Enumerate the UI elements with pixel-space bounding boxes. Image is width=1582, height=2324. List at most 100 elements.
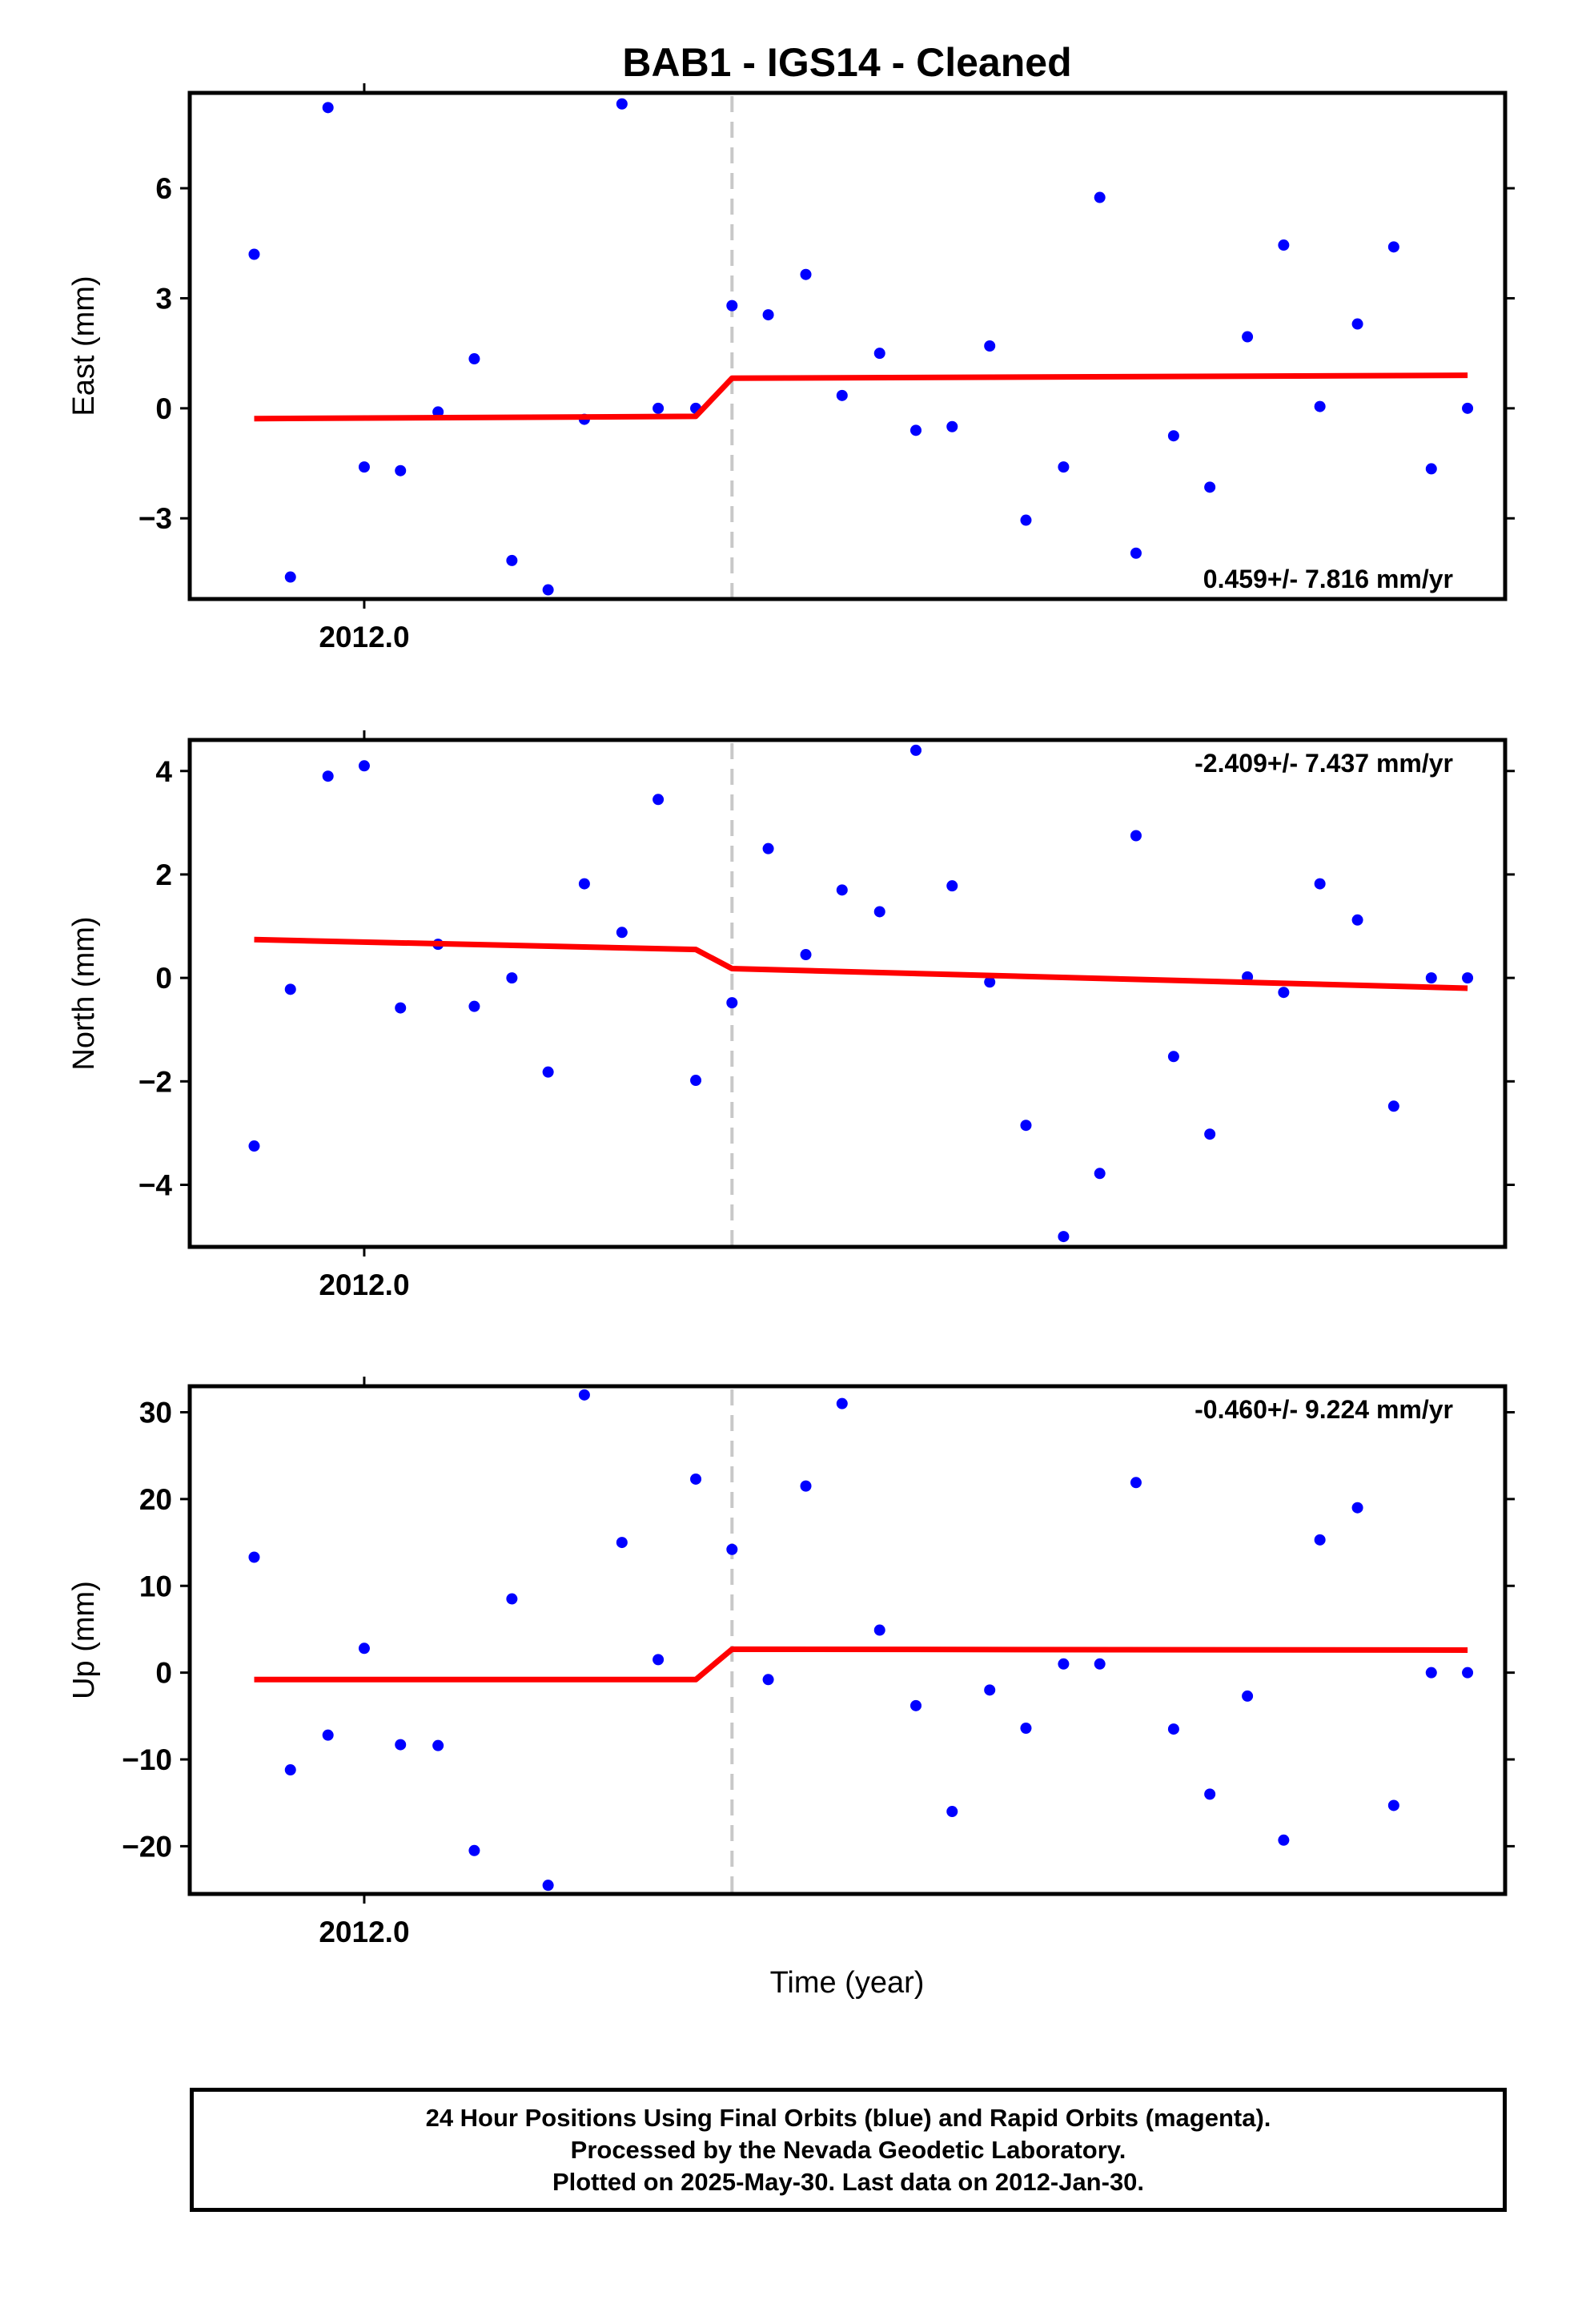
up-data-point: [652, 1654, 665, 1666]
north-rate-label: -2.409+/- 7.437 mm/yr: [1195, 749, 1453, 778]
east-data-point: [1020, 514, 1032, 526]
east-data-point: [726, 300, 738, 312]
north-data-point: [1278, 987, 1290, 999]
up-data-point: [800, 1480, 812, 1492]
up-data-point: [578, 1389, 590, 1401]
north-data-point: [1462, 972, 1474, 984]
north-data-point: [542, 1066, 554, 1078]
east-data-point: [248, 248, 260, 260]
up-ytick-label: −10: [122, 1743, 172, 1776]
east-data-point: [358, 461, 370, 473]
footer-line-3: Plotted on 2025-May-30. Last data on 201…: [552, 2167, 1145, 2196]
north-ytick-label: −2: [139, 1065, 172, 1098]
east-data-point: [652, 402, 665, 414]
up-data-point: [1278, 1834, 1290, 1846]
up-data-point: [836, 1397, 848, 1409]
footer-note: 24 Hour Positions Using Final Orbits (bl…: [190, 2088, 1507, 2212]
north-data-point: [762, 842, 774, 854]
up-data-point: [395, 1739, 407, 1751]
north-data-point: [1351, 914, 1363, 926]
up-data-point: [358, 1642, 370, 1655]
east-rate-label: 0.459+/- 7.816 mm/yr: [1203, 565, 1453, 593]
north-y-axis-label: North (mm): [67, 916, 101, 1070]
east-data-point: [432, 406, 444, 418]
up-data-point: [946, 1806, 958, 1818]
east-ytick-label: 0: [155, 392, 172, 425]
east-data-point: [506, 554, 518, 566]
east-data-point: [616, 98, 628, 110]
north-ytick-label: 0: [155, 962, 172, 995]
east-data-point: [542, 584, 554, 596]
east-data-point: [1058, 461, 1070, 473]
north-data-point: [616, 927, 628, 939]
up-ytick-label: −20: [122, 1830, 172, 1863]
east-data-point: [1204, 481, 1216, 493]
up-data-point: [616, 1537, 628, 1549]
up-data-point: [1167, 1723, 1179, 1735]
east-data-point: [910, 424, 922, 436]
north-data-point: [1204, 1128, 1216, 1140]
up-ytick-label: 30: [139, 1397, 172, 1429]
north-data-point: [1314, 878, 1326, 890]
east-data-point: [1351, 318, 1363, 330]
up-data-point: [762, 1674, 774, 1686]
up-data-point: [248, 1551, 260, 1563]
east-data-point: [468, 353, 480, 365]
north-data-point: [1167, 1051, 1179, 1063]
up-data-point: [1130, 1477, 1142, 1489]
east-data-point: [873, 348, 885, 360]
east-plot-frame: [187, 90, 1508, 601]
east-ytick-label: 3: [155, 282, 172, 315]
north-data-point: [578, 878, 590, 890]
north-data-point: [652, 794, 665, 806]
up-data-point: [468, 1844, 480, 1856]
footer-line-1: 24 Hour Positions Using Final Orbits (bl…: [425, 2103, 1271, 2132]
north-data-point: [358, 760, 370, 772]
east-data-point: [946, 420, 958, 432]
x-axis-label: Time (year): [770, 1966, 925, 2000]
north-data-point: [984, 976, 996, 988]
up-panel: −20 −10 0 10 20 30 2012.0 Up (mm) -0.460+/- 9.22…: [67, 1377, 1515, 1948]
up-xtick-label: 2012.0: [319, 1916, 409, 1948]
east-data-point: [1167, 430, 1179, 442]
up-data-point: [1094, 1658, 1106, 1670]
footer-line-2: Processed by the Nevada Geodetic Laborat…: [570, 2135, 1126, 2164]
up-data-point: [984, 1684, 996, 1696]
east-data-point: [322, 102, 334, 114]
up-data-point: [690, 1473, 702, 1485]
north-data-point: [1058, 1231, 1070, 1243]
up-data-point: [910, 1699, 922, 1711]
north-data-point: [836, 884, 848, 896]
north-data-point: [946, 880, 958, 892]
north-data-point: [284, 983, 296, 995]
north-fit-line: [254, 936, 1468, 991]
east-data-point: [1130, 547, 1142, 559]
north-data-point: [873, 906, 885, 918]
north-data-point: [800, 949, 812, 961]
north-data-point: [1425, 972, 1437, 984]
north-data-point: [1020, 1120, 1032, 1132]
north-data-point: [395, 1002, 407, 1014]
east-data-point: [984, 340, 996, 352]
up-ytick-label: 20: [139, 1483, 172, 1516]
east-fit-line: [254, 372, 1468, 422]
east-data-point: [1425, 463, 1437, 475]
up-ytick-label: 0: [155, 1657, 172, 1690]
north-data-point: [690, 1075, 702, 1087]
east-xtick-label: 2012.0: [319, 621, 409, 653]
up-plot-frame: [187, 1384, 1508, 1896]
north-data-point: [1387, 1100, 1399, 1112]
up-y-axis-label: Up (mm): [67, 1581, 101, 1699]
up-data-point: [1387, 1799, 1399, 1811]
up-data-point: [1242, 1690, 1254, 1702]
east-data-point: [284, 571, 296, 583]
north-data-point: [248, 1140, 260, 1152]
up-data-point: [1314, 1534, 1326, 1546]
east-data-point: [1387, 241, 1399, 253]
up-data-point: [1058, 1658, 1070, 1670]
north-data-point: [322, 770, 334, 782]
east-ytick-label: 6: [155, 172, 172, 205]
up-data-point: [284, 1764, 296, 1776]
east-data-point: [395, 464, 407, 476]
